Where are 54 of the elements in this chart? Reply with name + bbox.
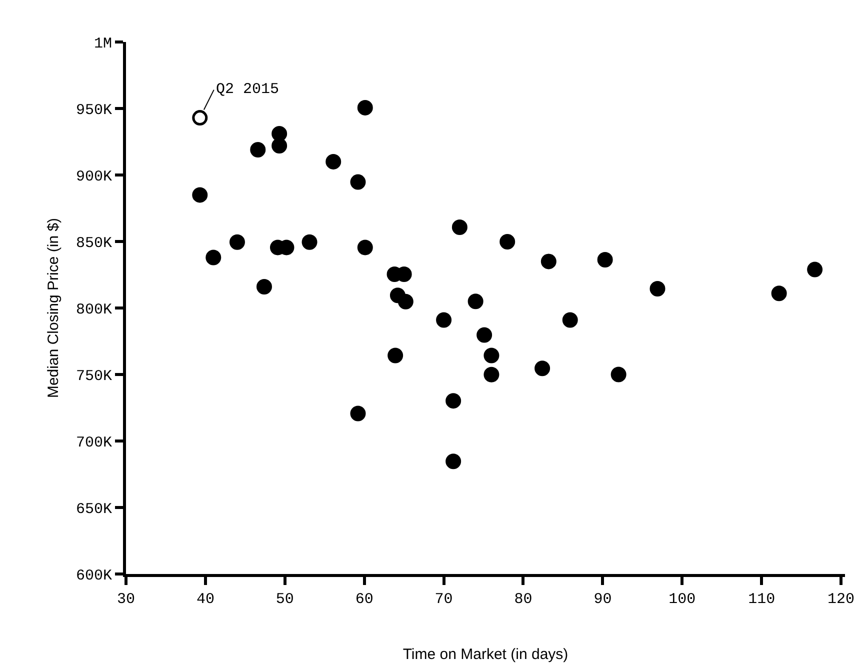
point	[468, 294, 484, 310]
x-tick-label: 110	[748, 591, 776, 608]
x-axis-title: Time on Market (in days)	[402, 646, 568, 663]
y-tick-label: 600K	[76, 567, 112, 584]
x-tick-label: 40	[196, 591, 214, 608]
point	[650, 280, 666, 296]
x-tick-label: 100	[668, 591, 696, 608]
annotation: Q2 2015	[216, 81, 280, 98]
x-tick-label: 90	[594, 591, 612, 608]
point	[229, 234, 245, 250]
point	[476, 327, 492, 343]
y-tick-label: 650K	[76, 500, 112, 518]
point	[350, 406, 366, 422]
point	[192, 187, 208, 203]
point	[610, 366, 626, 382]
point	[206, 250, 222, 266]
point	[500, 234, 516, 250]
point	[272, 138, 288, 154]
point	[192, 110, 208, 126]
point	[357, 240, 373, 256]
x-tick-label: 60	[355, 591, 374, 608]
y-tick-label: 700K	[76, 434, 112, 452]
point	[484, 366, 500, 382]
point	[446, 454, 462, 470]
point	[771, 286, 787, 302]
point	[562, 312, 578, 328]
y-tick-label: 850K	[76, 234, 112, 252]
y-tick-label: 800K	[76, 301, 112, 318]
x-tick-label: 120	[828, 591, 855, 608]
x-tick-label: 50	[276, 591, 294, 608]
point	[250, 142, 266, 158]
x-tick-label: 80	[514, 591, 532, 608]
x-tick-label: 30	[116, 591, 136, 608]
point	[326, 154, 342, 170]
point	[357, 100, 373, 116]
point	[388, 348, 404, 364]
y-tick-label: 750K	[76, 368, 112, 385]
point	[350, 174, 366, 190]
point	[436, 312, 452, 328]
point	[540, 254, 556, 270]
x-tick-label: 70	[434, 591, 453, 608]
point	[446, 393, 462, 409]
y-tick-label: 950K	[76, 102, 112, 119]
y-tick-label: 1M	[94, 35, 112, 52]
point	[452, 220, 468, 236]
point	[302, 234, 318, 250]
point	[484, 348, 500, 364]
point	[398, 294, 414, 310]
point	[807, 262, 823, 278]
y-axis-title: Median Closing Price (in $)	[45, 218, 62, 398]
point	[534, 360, 550, 376]
y-tick-label: 900K	[76, 168, 112, 186]
point	[597, 252, 613, 268]
point	[256, 278, 272, 294]
